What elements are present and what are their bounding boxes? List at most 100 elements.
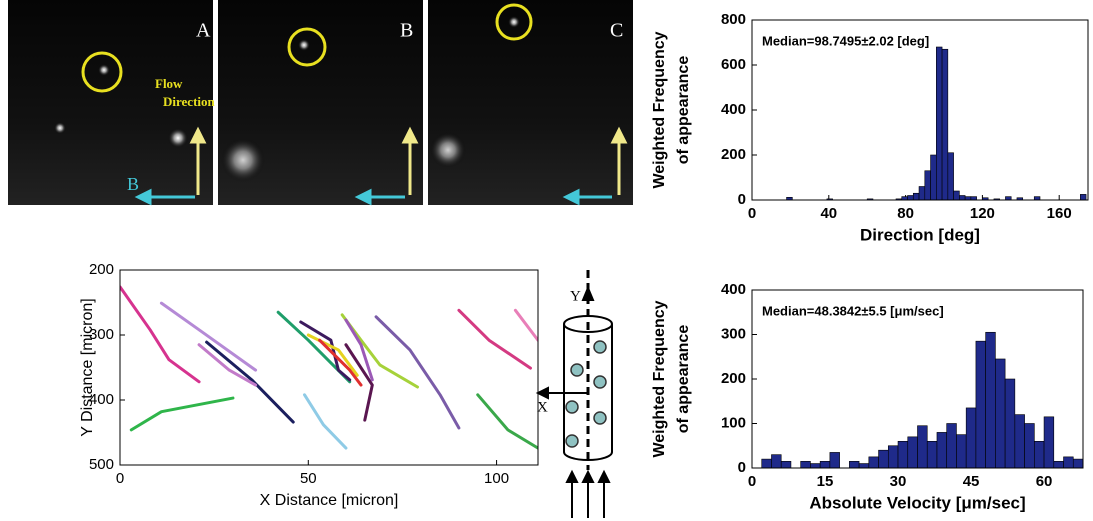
- flow-arrow-head: [597, 469, 611, 483]
- b-arrow-head: [562, 188, 580, 206]
- diagram-label: X: [537, 399, 548, 415]
- x-tick-label: 0: [748, 473, 756, 490]
- y-tick-label: 600: [721, 56, 746, 73]
- y-axis-label: of appearance: [675, 56, 692, 165]
- bar: [887, 445, 899, 469]
- glow: [54, 122, 66, 134]
- annotation: Median=48.3842±5.5 [μm/sec]: [762, 303, 944, 318]
- y-tick-label: 100: [721, 414, 746, 431]
- bar: [868, 456, 879, 469]
- bar: [858, 463, 870, 469]
- x-tick-label: 50: [300, 470, 317, 487]
- y-tick-label: 400: [721, 281, 746, 298]
- bar: [936, 46, 943, 201]
- bar: [970, 196, 977, 201]
- x-tick-label: 15: [817, 473, 834, 490]
- flow-arrow-head: [565, 469, 579, 483]
- y-tick-label: 300: [89, 326, 114, 343]
- bar: [761, 458, 772, 469]
- x-tick-label: 120: [970, 205, 995, 222]
- bar: [1034, 440, 1045, 469]
- trajectory: [374, 315, 461, 430]
- bar: [1080, 194, 1087, 201]
- bar: [956, 434, 967, 469]
- bar: [907, 195, 914, 201]
- bar: [1033, 196, 1041, 201]
- bar: [1063, 456, 1074, 469]
- flow-arrow-head: [581, 469, 595, 483]
- trajectory: [129, 396, 235, 432]
- image-panels: A B C Flow Direction B: [8, 0, 633, 206]
- image-panel: [428, 0, 633, 205]
- x-tick-label: 0: [116, 470, 124, 487]
- x-axis-label: Absolute Velocity [μm/sec]: [809, 493, 1025, 512]
- bar: [917, 425, 928, 469]
- bar: [907, 436, 918, 469]
- bar: [930, 154, 937, 201]
- plot-frame: [751, 19, 1089, 201]
- glow: [221, 138, 265, 182]
- y-tick-label: 500: [89, 456, 114, 473]
- highlight-circle: [81, 51, 123, 93]
- plot-frame: [751, 289, 1084, 469]
- glow: [430, 132, 466, 168]
- y-axis-label: Weighted Frequency: [651, 300, 668, 457]
- y-tick-label: 300: [721, 325, 746, 342]
- bar: [995, 358, 1006, 469]
- trajectory: [120, 285, 201, 384]
- axis-x-head: [535, 386, 549, 400]
- bar: [771, 454, 782, 469]
- x-tick-label: 45: [963, 473, 980, 490]
- x-axis-label: Direction [deg]: [860, 225, 980, 244]
- x-tick-label: 80: [897, 205, 914, 222]
- annotation: Median=98.7495±2.02 [deg]: [762, 33, 929, 48]
- particle: [98, 64, 110, 76]
- bar: [810, 463, 821, 469]
- flow-arrow-head: [610, 126, 628, 144]
- trajectory: [457, 308, 532, 370]
- image-panel: [8, 0, 213, 205]
- bar: [1005, 196, 1012, 201]
- trajectory: [344, 343, 374, 422]
- bar: [964, 196, 972, 201]
- trajectory: [276, 310, 352, 384]
- plot-frame: [119, 269, 539, 466]
- diagram-label: Y: [570, 288, 581, 304]
- panel-label: C: [610, 20, 623, 42]
- bar: [985, 331, 996, 469]
- x-tick-label: 30: [890, 473, 907, 490]
- bar: [924, 170, 931, 201]
- flow-arrow-head: [401, 126, 419, 144]
- b-arrow-head: [354, 188, 372, 206]
- particle: [593, 340, 607, 354]
- flow-label: Flow: [155, 76, 183, 91]
- bar: [780, 461, 792, 469]
- bar: [1043, 416, 1055, 469]
- flow-label: Direction: [163, 94, 216, 109]
- particle: [565, 400, 579, 414]
- bar: [975, 340, 986, 469]
- panel-label: B: [400, 20, 413, 42]
- bar: [953, 190, 960, 201]
- cylinder-diagram: [535, 270, 613, 518]
- panel-label: A: [196, 20, 211, 42]
- particle: [508, 16, 520, 28]
- particle: [565, 434, 579, 448]
- particle: [570, 363, 584, 377]
- bar: [965, 407, 977, 469]
- x-axis-label: X Distance [micron]: [260, 492, 399, 509]
- bar: [878, 449, 889, 469]
- y-tick-label: 400: [89, 391, 114, 408]
- bar: [819, 461, 831, 469]
- flow-arrow-head: [189, 126, 207, 144]
- highlight-circle: [495, 3, 533, 41]
- y-axis-label: Weighted Frequency: [651, 31, 668, 188]
- bar: [849, 461, 860, 469]
- y-tick-label: 800: [721, 11, 746, 28]
- bar: [1072, 458, 1084, 469]
- y-tick-label: 0: [738, 459, 746, 476]
- trajectory: [476, 393, 538, 450]
- particle: [593, 375, 607, 389]
- y-tick-label: 400: [721, 101, 746, 118]
